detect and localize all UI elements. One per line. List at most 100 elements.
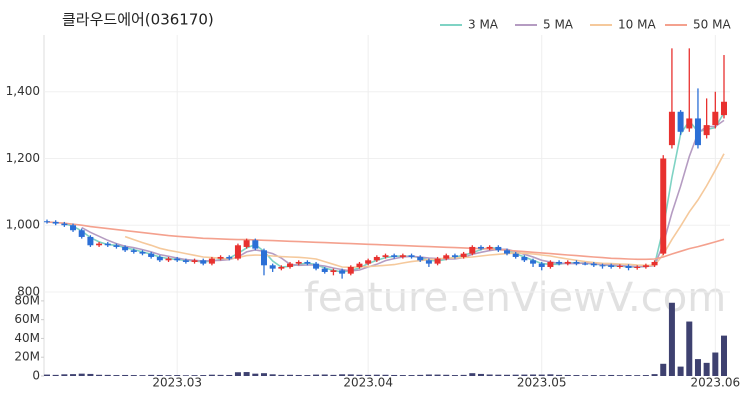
volume-bar xyxy=(582,375,589,376)
volume-bar xyxy=(217,374,224,376)
volume-bar xyxy=(460,374,467,376)
volume-bar xyxy=(70,374,77,376)
volume-bar xyxy=(451,375,458,376)
y-tick-label: 1,400 xyxy=(6,84,40,98)
volume-bar xyxy=(243,372,250,376)
candle-body xyxy=(339,270,346,274)
volume-bar xyxy=(347,374,354,376)
candle-body xyxy=(382,255,389,257)
candle-body xyxy=(373,256,380,261)
volume-bar xyxy=(495,374,502,376)
watermark: feature.enViewV.com xyxy=(304,275,726,321)
volume-bar xyxy=(130,375,137,376)
candle-body xyxy=(521,256,528,261)
candle-body xyxy=(148,253,155,257)
volume-tick-label: 20M xyxy=(14,350,40,364)
candle-body xyxy=(208,258,215,264)
candle-body xyxy=(347,266,354,274)
candle-body xyxy=(694,118,701,146)
candle-body xyxy=(616,265,623,267)
ma-line xyxy=(46,221,725,261)
candle-body xyxy=(113,245,120,247)
candle-body xyxy=(625,265,632,268)
candle-body xyxy=(573,261,580,264)
volume-bar xyxy=(122,374,129,376)
candle-body xyxy=(52,221,59,224)
volume-bar xyxy=(686,321,693,376)
volume-bar xyxy=(260,373,267,376)
volume-bar xyxy=(721,335,727,376)
volume-bar xyxy=(304,375,311,376)
volume-bar xyxy=(712,352,719,376)
candle-body xyxy=(269,265,276,269)
x-tick-label: 2023.06 xyxy=(691,376,741,390)
candle-body xyxy=(287,263,294,267)
candle-body xyxy=(87,236,94,246)
volume-bar xyxy=(391,374,398,376)
volume-bar xyxy=(278,374,285,376)
candle-body xyxy=(712,111,719,126)
volume-bar xyxy=(634,375,641,376)
candle-body xyxy=(677,111,684,132)
x-tick-label: 2023.03 xyxy=(152,376,202,390)
candle-body xyxy=(495,246,502,251)
volume-tick-label: 40M xyxy=(14,331,40,345)
volume-bar xyxy=(399,375,406,376)
candle-body xyxy=(191,260,198,262)
x-tick-label: 2023.05 xyxy=(517,376,567,390)
volume-bar xyxy=(330,374,337,376)
candle-body xyxy=(599,265,606,267)
volume-bar xyxy=(104,374,111,376)
candle-body xyxy=(668,111,675,146)
candle-body xyxy=(399,255,406,257)
volume-bar xyxy=(616,375,623,376)
candle-body xyxy=(122,246,129,251)
volume-bar xyxy=(694,359,701,376)
volume-bar xyxy=(339,374,346,376)
volume-bar xyxy=(608,374,615,376)
candle-body xyxy=(278,266,285,269)
candle-body xyxy=(608,265,615,267)
volume-bar xyxy=(434,374,441,376)
volume-bar xyxy=(44,374,50,376)
volume-bar xyxy=(87,373,94,376)
volume-bar xyxy=(477,373,484,376)
y-tick-label: 1,000 xyxy=(6,218,40,232)
legend-label: 5 MA xyxy=(543,18,574,32)
volume-bar xyxy=(469,373,476,376)
candle-body xyxy=(200,260,207,264)
candle-body xyxy=(443,255,450,259)
volume-bar xyxy=(556,374,563,376)
volume-bar xyxy=(96,374,103,376)
volume-bar xyxy=(703,362,710,376)
volume-bar xyxy=(61,374,68,376)
ma-line xyxy=(124,153,725,269)
volume-bar xyxy=(373,374,380,376)
candle-body xyxy=(156,256,163,261)
volume-bar xyxy=(113,375,120,376)
volume-bar xyxy=(382,374,389,376)
volume-bar xyxy=(677,366,684,376)
volume-bar xyxy=(538,374,545,376)
volume-bar xyxy=(547,374,554,376)
candle-body xyxy=(721,101,727,116)
candle-body xyxy=(642,265,649,267)
candle-body xyxy=(686,118,693,129)
volume-bar xyxy=(417,374,424,376)
volume-bar xyxy=(512,374,519,376)
y-tick-label: 800 xyxy=(17,285,40,299)
legend-label: 3 MA xyxy=(468,18,499,32)
candle-body xyxy=(634,266,641,268)
candle-body xyxy=(260,250,267,266)
volume-bar xyxy=(148,374,155,376)
chart-title: 클라우드에어(036170) xyxy=(62,11,214,29)
volume-bar xyxy=(269,374,276,376)
volume-bar xyxy=(295,374,302,376)
volume-bar xyxy=(530,374,537,376)
candle-body xyxy=(512,253,519,257)
candle-body xyxy=(590,263,597,266)
volume-bar xyxy=(287,374,294,376)
volume-bar xyxy=(486,374,493,376)
